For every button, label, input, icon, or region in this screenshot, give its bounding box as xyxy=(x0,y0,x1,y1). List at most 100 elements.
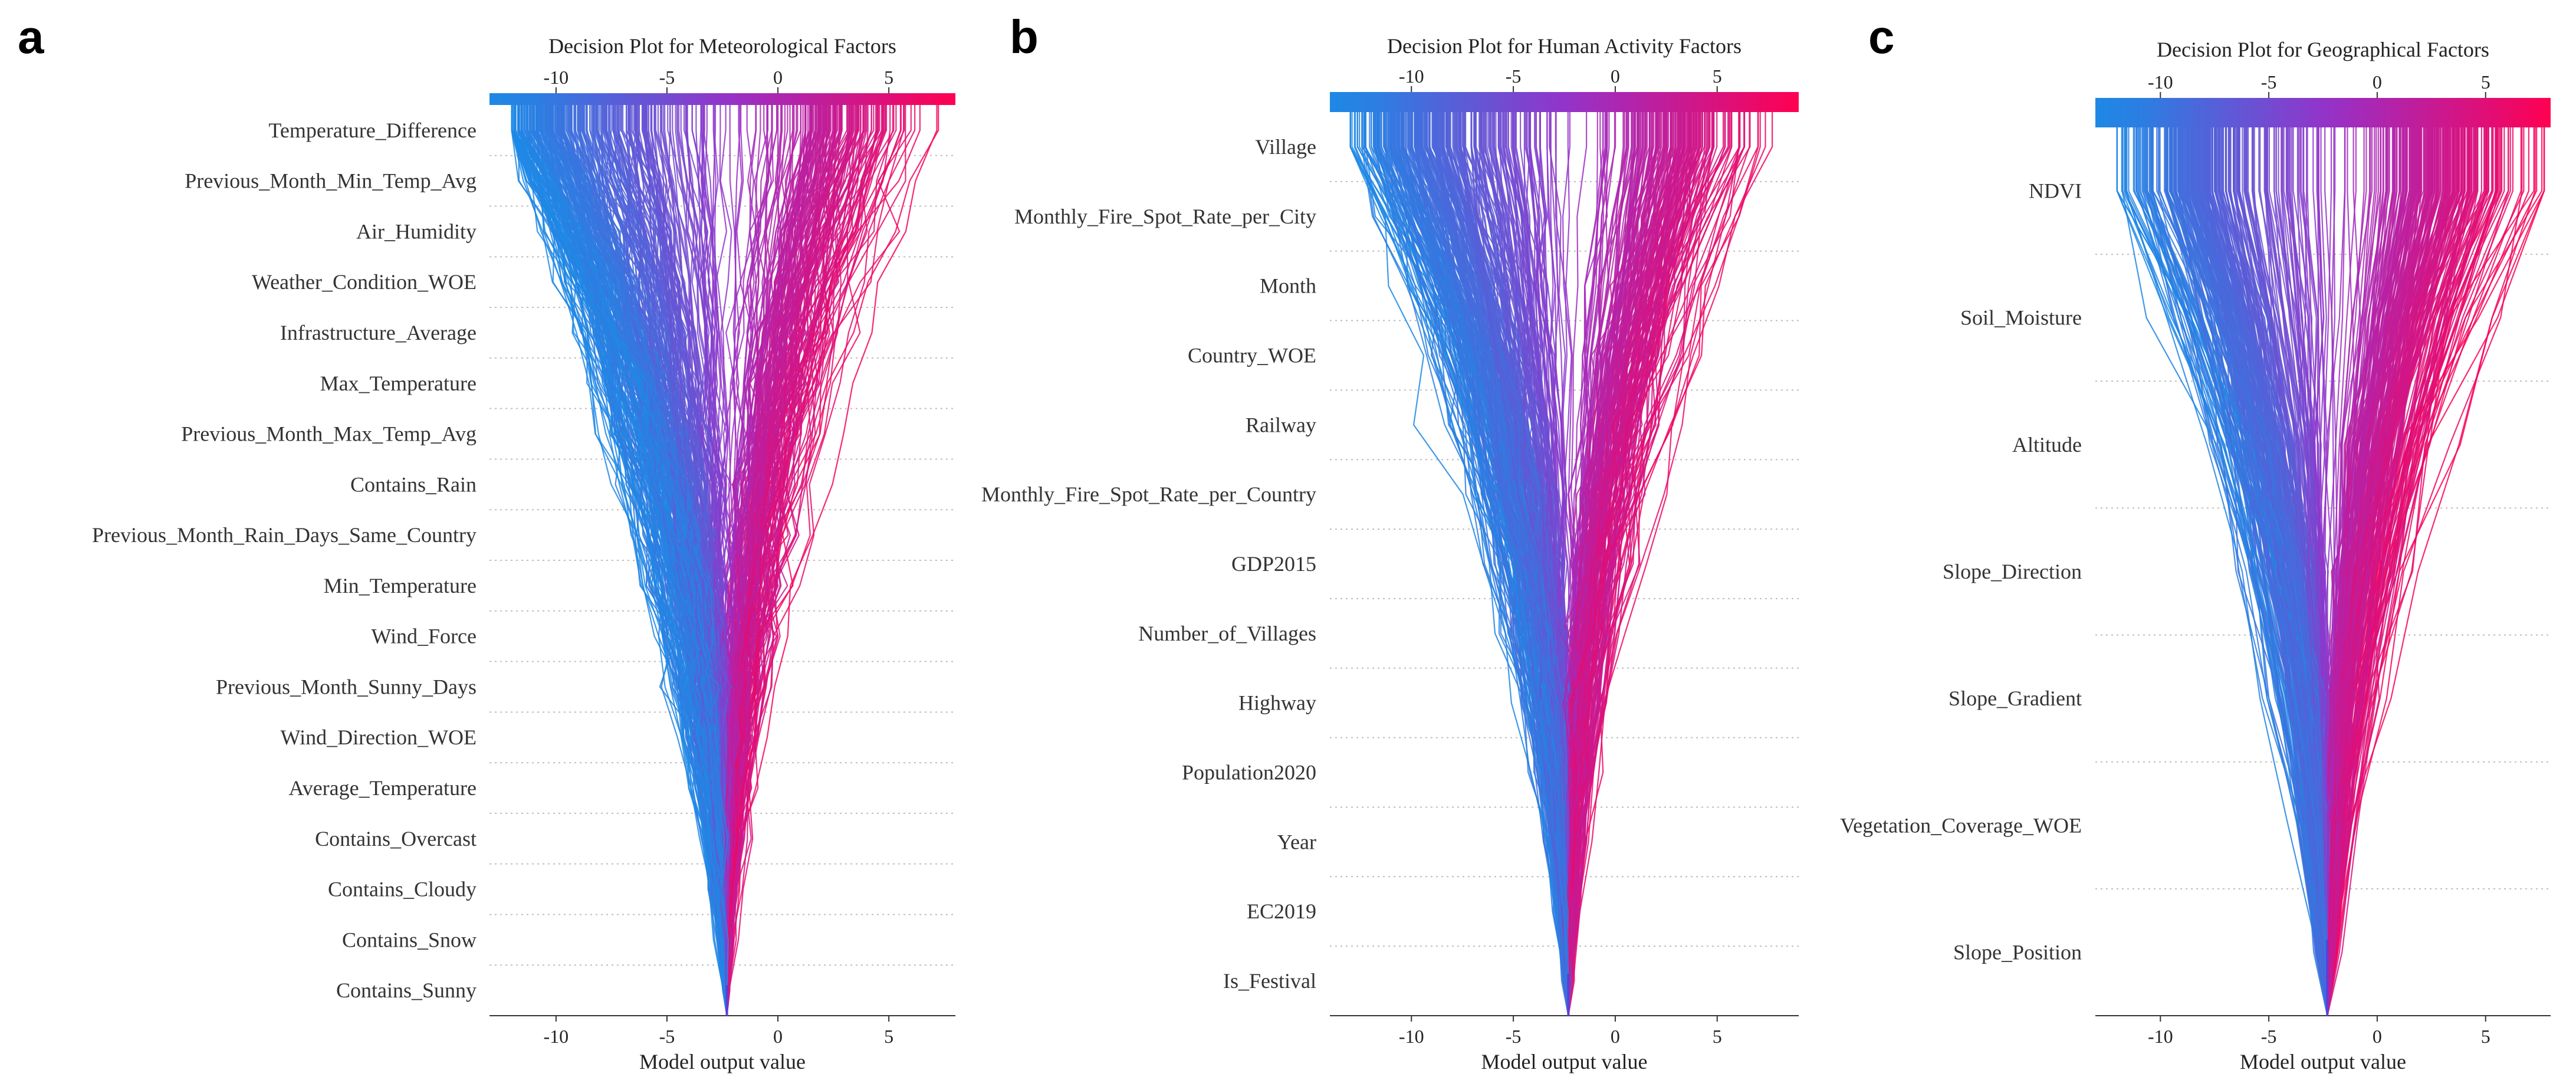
decision-line xyxy=(726,105,939,1016)
feature-label: NDVI xyxy=(2029,179,2082,203)
decision-lines xyxy=(511,105,939,1016)
feature-label: Contains_Rain xyxy=(350,472,477,496)
bottom-tick-label: 0 xyxy=(2373,1026,2382,1047)
bottom-tick-label: -10 xyxy=(1399,1026,1424,1047)
chart-title: Decision Plot for Human Activity Factors xyxy=(1387,34,1742,58)
feature-label: Month xyxy=(1260,274,1316,298)
decision-line xyxy=(1563,112,1683,1016)
feature-label: Railway xyxy=(1246,413,1316,436)
panel-1: b Decision Plot for Human Activity Factor… xyxy=(981,11,1799,1073)
feature-label: Village xyxy=(1255,135,1316,159)
color-bar xyxy=(2095,98,2551,127)
decision-line xyxy=(1567,112,1690,1016)
decision-lines xyxy=(1349,112,1773,1016)
feature-label: Is_Festival xyxy=(1223,969,1316,993)
bottom-tick-label: -5 xyxy=(2261,1026,2277,1047)
decision-line xyxy=(2327,127,2476,1016)
bottom-tick-label: 5 xyxy=(2481,1026,2490,1047)
feature-label: Slope_Position xyxy=(1953,940,2082,964)
decision-line xyxy=(2186,127,2328,1016)
bottom-tick-label: 5 xyxy=(884,1026,893,1047)
decision-line xyxy=(1377,112,1569,1016)
decision-line xyxy=(724,105,773,1016)
color-bar xyxy=(1330,92,1799,112)
top-tick-label: -5 xyxy=(2261,71,2277,93)
feature-label: Contains_Cloudy xyxy=(328,878,477,901)
decision-line xyxy=(726,105,888,1016)
top-tick-label: -10 xyxy=(1399,65,1424,87)
decision-line xyxy=(2164,127,2328,1016)
decision-line xyxy=(702,105,731,1016)
feature-label: Number_of_Villages xyxy=(1138,622,1316,645)
feature-label: Monthly_Fire_Spot_Rate_per_City xyxy=(1014,205,1316,228)
decision-line xyxy=(511,105,728,1016)
decision-line xyxy=(726,105,877,1016)
x-axis-label: Model output value xyxy=(639,1050,806,1073)
top-tick-label: 5 xyxy=(884,67,893,88)
decision-line xyxy=(1568,112,1740,1016)
decision-line xyxy=(2157,127,2328,1016)
feature-label: Min_Temperature xyxy=(324,574,477,597)
top-tick-label: 0 xyxy=(773,67,783,88)
bottom-tick-label: 0 xyxy=(773,1026,783,1047)
decision-line xyxy=(1497,112,1570,1016)
decision-line xyxy=(2327,127,2460,1016)
decision-line xyxy=(1421,112,1569,1016)
decision-line xyxy=(1568,112,1750,1016)
decision-line xyxy=(1392,112,1569,1016)
feature-label: EC2019 xyxy=(1247,899,1316,923)
bottom-tick-label: -10 xyxy=(2148,1026,2173,1047)
top-tick-label: 0 xyxy=(2373,71,2382,93)
chart-title: Decision Plot for Geographical Factors xyxy=(2157,38,2489,61)
decision-line xyxy=(1568,112,1677,1016)
panel-letter: b xyxy=(1010,11,1039,63)
feature-label: Weather_Condition_WOE xyxy=(252,270,477,294)
decision-line xyxy=(2327,127,2415,1016)
decision-line xyxy=(1464,112,1569,1016)
feature-label: Contains_Snow xyxy=(342,928,477,951)
decision-line xyxy=(2326,127,2337,1016)
decision-line xyxy=(726,105,901,1016)
decision-line xyxy=(550,105,728,1016)
bottom-tick-label: -10 xyxy=(544,1026,569,1047)
decision-line xyxy=(1414,112,1569,1016)
top-tick-label: 0 xyxy=(1611,65,1620,87)
feature-label: Soil_Moisture xyxy=(1960,306,2082,330)
decision-line xyxy=(1566,112,1701,1016)
feature-label: Vegetation_Coverage_WOE xyxy=(1840,813,2082,837)
feature-label: Monthly_Fire_Spot_Rate_per_Country xyxy=(981,482,1316,506)
bottom-tick-label: -5 xyxy=(659,1026,675,1047)
bottom-tick-label: -5 xyxy=(1506,1026,1522,1047)
decision-line xyxy=(1456,112,1569,1016)
feature-label: Infrastructure_Average xyxy=(280,321,477,344)
decision-line xyxy=(2145,127,2328,1016)
feature-label: Population2020 xyxy=(1182,761,1316,784)
decision-line xyxy=(2188,127,2328,1016)
decision-line xyxy=(511,105,728,1016)
decision-line xyxy=(1568,112,1746,1016)
chart-title: Decision Plot for Meteorological Factors xyxy=(548,34,896,58)
feature-label: Country_WOE xyxy=(1188,343,1316,367)
bottom-tick-label: 5 xyxy=(1713,1026,1722,1047)
x-axis-label: Model output value xyxy=(1481,1050,1648,1073)
decision-line xyxy=(2327,127,2469,1016)
decision-line xyxy=(635,105,728,1016)
feature-label: Contains_Sunny xyxy=(336,979,477,1002)
decision-line xyxy=(533,105,728,1016)
feature-label: Contains_Overcast xyxy=(315,827,477,851)
decision-line xyxy=(2327,127,2488,1016)
feature-label: Max_Temperature xyxy=(320,372,477,395)
feature-label: Wind_Force xyxy=(371,625,477,648)
decision-line xyxy=(2267,127,2329,1016)
feature-label: Altitude xyxy=(2012,433,2082,457)
panel-0: a Decision Plot for Meteorological Factor… xyxy=(18,11,955,1073)
x-axis-label: Model output value xyxy=(2240,1050,2406,1073)
panel-letter: a xyxy=(18,11,44,63)
top-tick-label: -10 xyxy=(544,67,569,88)
feature-label: Average_Temperature xyxy=(288,776,477,800)
panel-letter: c xyxy=(1868,11,1895,63)
feature-label: Highway xyxy=(1238,691,1316,715)
top-tick-label: -10 xyxy=(2148,71,2173,93)
decision-line xyxy=(531,105,729,1016)
